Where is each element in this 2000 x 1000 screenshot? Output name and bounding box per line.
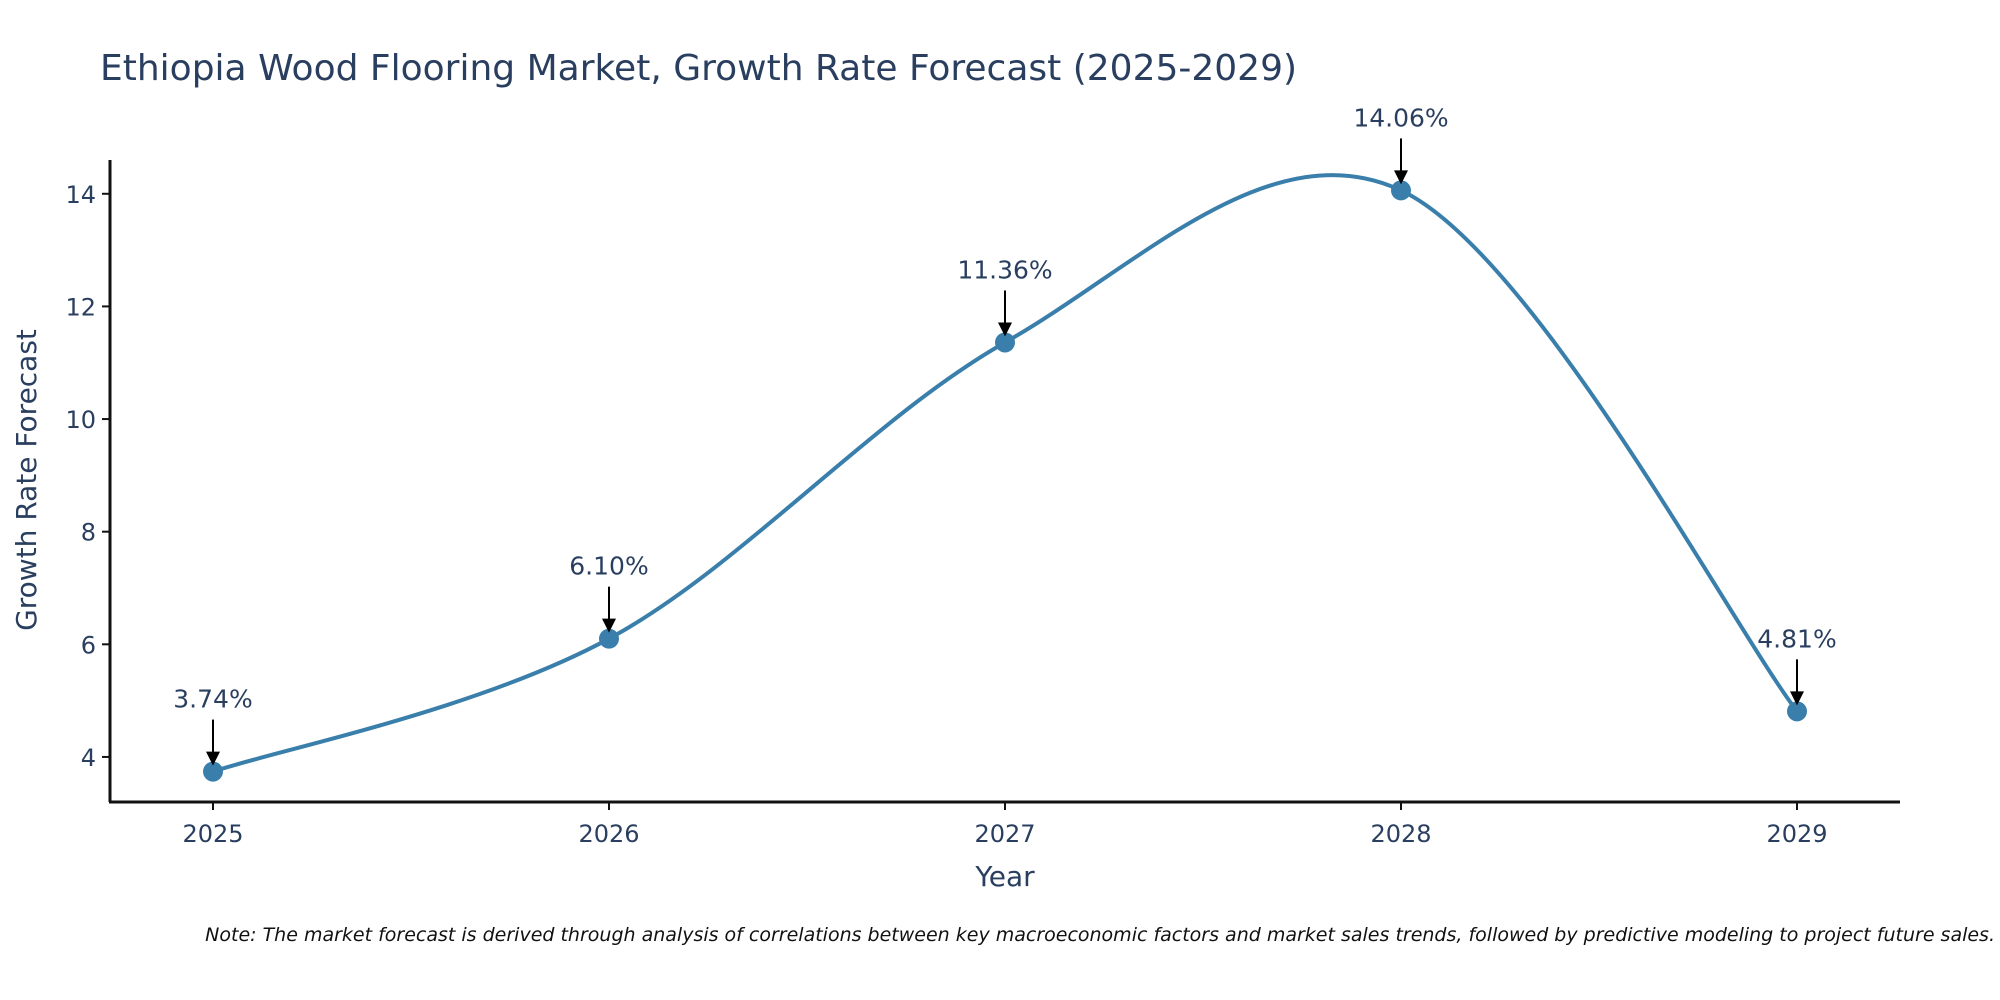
data-label: 6.10% <box>569 552 648 581</box>
data-markers <box>203 180 1807 782</box>
annotation-arrow-head <box>1394 170 1408 185</box>
data-label: 4.81% <box>1757 624 1836 653</box>
data-point <box>1787 701 1807 722</box>
data-point <box>995 332 1015 353</box>
x-tick-label: 2026 <box>578 820 639 848</box>
plot-area: 4 6 8 10 12 14 2025 2026 2027 2028 2029 3.74% 6.10… <box>65 103 1900 848</box>
y-ticks: 4 6 8 10 12 14 <box>65 181 110 772</box>
x-tick-label: 2027 <box>974 820 1035 848</box>
x-ticks: 2025 2026 2027 2028 2029 <box>182 802 1828 848</box>
data-point <box>203 761 223 782</box>
y-tick-label: 6 <box>81 631 96 659</box>
x-axis-title: Year <box>974 860 1035 893</box>
x-tick-label: 2029 <box>1766 820 1827 848</box>
chart-title: Ethiopia Wood Flooring Market, Growth Ra… <box>100 48 1297 89</box>
y-tick-label: 12 <box>65 293 96 321</box>
y-tick-label: 4 <box>81 744 96 772</box>
data-point <box>599 628 619 649</box>
annotation-arrow-head <box>998 322 1012 337</box>
y-tick-label: 8 <box>81 519 96 547</box>
data-label: 3.74% <box>173 685 252 714</box>
data-annotations: 3.74% 6.10% 11.36% 14.06% 4.81% <box>173 103 1837 766</box>
chart-note: Note: The market forecast is derived thr… <box>205 924 1995 946</box>
y-axis-title: Growth Rate Forecast <box>10 329 43 631</box>
y-tick-label: 14 <box>65 181 96 209</box>
annotation-arrow-head <box>602 618 616 633</box>
x-tick-label: 2028 <box>1370 820 1431 848</box>
y-tick-label: 10 <box>65 406 96 434</box>
series-line <box>212 173 1799 774</box>
annotation-arrow-head <box>1790 691 1804 706</box>
data-label: 11.36% <box>957 255 1052 284</box>
x-tick-label: 2025 <box>182 820 243 848</box>
data-point <box>1391 180 1411 201</box>
annotation-arrow-head <box>206 751 220 766</box>
data-label: 14.06% <box>1353 103 1448 132</box>
